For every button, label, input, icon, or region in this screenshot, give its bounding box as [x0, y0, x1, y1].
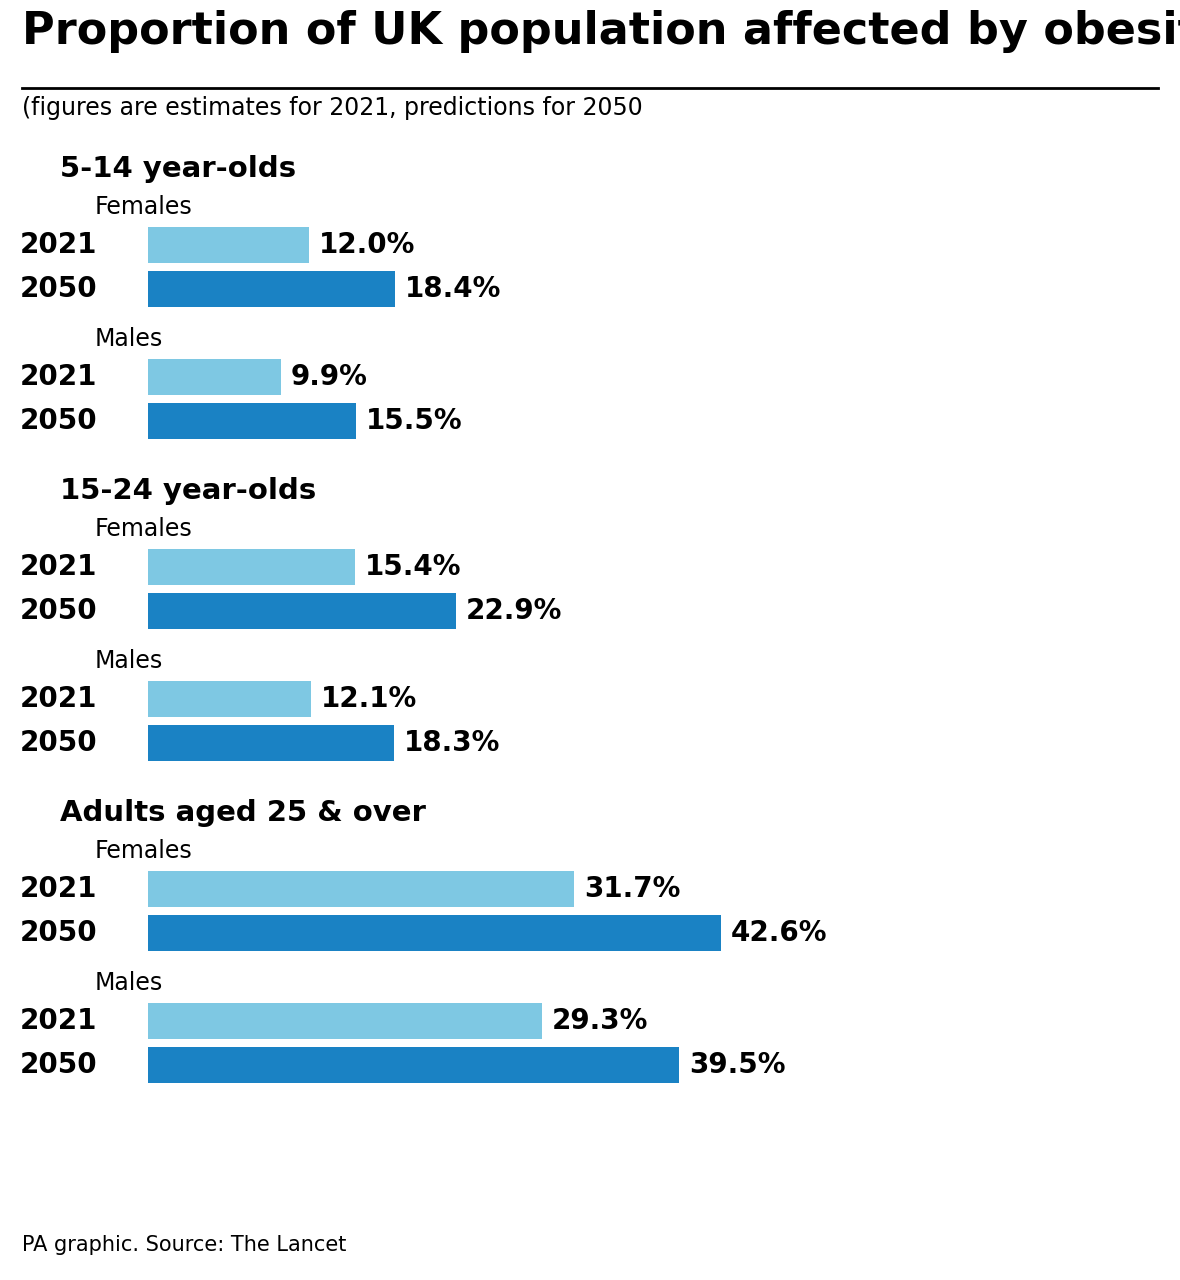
Text: 2021: 2021 [20, 364, 98, 390]
Bar [148, 870, 573, 908]
Text: Males: Males [96, 649, 163, 673]
Text: Proportion of UK population affected by obesity: Proportion of UK population affected by … [22, 10, 1180, 52]
Bar [148, 403, 356, 439]
Text: PA graphic. Source: The Lancet: PA graphic. Source: The Lancet [22, 1235, 347, 1254]
Text: 2021: 2021 [20, 553, 98, 581]
Text: 15.5%: 15.5% [366, 407, 463, 435]
Text: 12.1%: 12.1% [321, 685, 417, 713]
Bar [148, 271, 395, 307]
Bar [148, 549, 355, 585]
Text: 2021: 2021 [20, 230, 98, 259]
Text: Females: Females [96, 838, 192, 863]
Bar [148, 915, 721, 951]
Text: 2050: 2050 [20, 407, 98, 435]
Text: 2021: 2021 [20, 1007, 98, 1036]
Text: 29.3%: 29.3% [552, 1007, 648, 1036]
Bar [148, 227, 309, 262]
Text: Males: Males [96, 972, 163, 995]
Text: 2050: 2050 [20, 275, 98, 303]
Text: 9.9%: 9.9% [291, 364, 368, 390]
Text: 22.9%: 22.9% [466, 596, 562, 625]
Text: 39.5%: 39.5% [689, 1051, 786, 1079]
Text: Males: Males [96, 326, 163, 351]
Text: 2050: 2050 [20, 919, 98, 947]
Text: (figures are estimates for 2021, predictions for 2050: (figures are estimates for 2021, predict… [22, 96, 643, 120]
Text: 5-14 year-olds: 5-14 year-olds [60, 155, 296, 183]
Bar [148, 724, 394, 762]
Bar [148, 1047, 678, 1083]
Text: 2050: 2050 [20, 1051, 98, 1079]
Bar [148, 681, 310, 717]
Text: 31.7%: 31.7% [584, 876, 681, 902]
Text: Females: Females [96, 195, 192, 219]
Text: 2050: 2050 [20, 596, 98, 625]
Text: 2021: 2021 [20, 876, 98, 902]
Bar [148, 1004, 542, 1039]
Text: 12.0%: 12.0% [320, 230, 415, 259]
Text: 15-24 year-olds: 15-24 year-olds [60, 477, 316, 506]
Bar [148, 593, 455, 628]
Text: 18.3%: 18.3% [404, 730, 500, 756]
Text: 2050: 2050 [20, 730, 98, 756]
Text: 42.6%: 42.6% [730, 919, 827, 947]
Text: Females: Females [96, 517, 192, 541]
Text: 2021: 2021 [20, 685, 98, 713]
Text: Adults aged 25 & over: Adults aged 25 & over [60, 799, 426, 827]
Bar [148, 358, 281, 396]
Text: 15.4%: 15.4% [365, 553, 461, 581]
Text: 18.4%: 18.4% [405, 275, 501, 303]
